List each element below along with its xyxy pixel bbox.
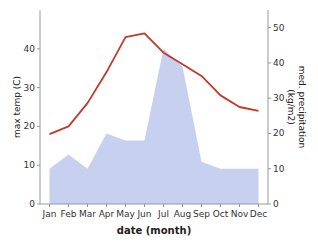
tick-label: Sep — [193, 209, 210, 219]
tick-label: Mar — [79, 209, 96, 219]
tick-label: 40 — [24, 44, 36, 54]
y2-axis — [268, 10, 269, 204]
tick — [268, 62, 271, 63]
tick-label: 0 — [29, 199, 35, 209]
tick — [268, 98, 271, 99]
tick-label: Feb — [61, 209, 77, 219]
tick-label: 20 — [24, 121, 36, 131]
tick — [268, 168, 271, 169]
tick-label: 20 — [273, 128, 285, 138]
y-axis-label: max temp (C) — [12, 76, 22, 138]
tick-label: Dec — [250, 209, 267, 219]
tick-label: Jan — [42, 209, 57, 219]
tick — [37, 126, 40, 127]
area — [50, 49, 259, 204]
tick-label: Apr — [99, 209, 115, 219]
tick — [258, 204, 259, 207]
tick-label: Aug — [174, 209, 192, 219]
tick — [106, 204, 107, 207]
tick — [182, 204, 183, 207]
tick-label: Oct — [213, 209, 229, 219]
tick — [201, 204, 202, 207]
tick — [163, 204, 164, 207]
tick-label: 10 — [24, 160, 36, 170]
tick-label: 30 — [24, 83, 36, 93]
tick — [220, 204, 221, 207]
chart: 0 10 20 30 40 0 10 20 30 40 50 Jan FebMarAprMayJun Ju… — [0, 0, 318, 242]
tick-label: 10 — [273, 164, 285, 174]
tick — [144, 204, 145, 207]
tick — [49, 204, 50, 207]
tick-label: 40 — [273, 58, 285, 68]
tick — [125, 204, 126, 207]
tick-label: 0 — [273, 199, 279, 209]
tick-label: Jul — [157, 209, 169, 219]
tick-label: 30 — [273, 93, 285, 103]
tick — [37, 165, 40, 166]
tick-label: Jun — [136, 209, 151, 219]
tick — [37, 48, 40, 49]
tick — [268, 204, 271, 205]
x-axis — [40, 204, 268, 205]
plot-area — [50, 33, 259, 204]
tick-label: Nov — [231, 209, 249, 219]
tick — [87, 204, 88, 207]
tick — [239, 204, 240, 207]
line — [50, 33, 259, 134]
tick — [268, 27, 271, 28]
y-axis — [40, 10, 41, 204]
tick — [68, 204, 69, 207]
y2-axis-label: med. precipitation(kg/m2) — [286, 66, 307, 148]
tick — [37, 87, 40, 88]
x-axis-label: date (month) — [117, 225, 191, 236]
tick — [37, 204, 40, 205]
tick — [268, 133, 271, 134]
tick-label: May — [116, 209, 135, 219]
tick-label: 50 — [273, 23, 285, 33]
